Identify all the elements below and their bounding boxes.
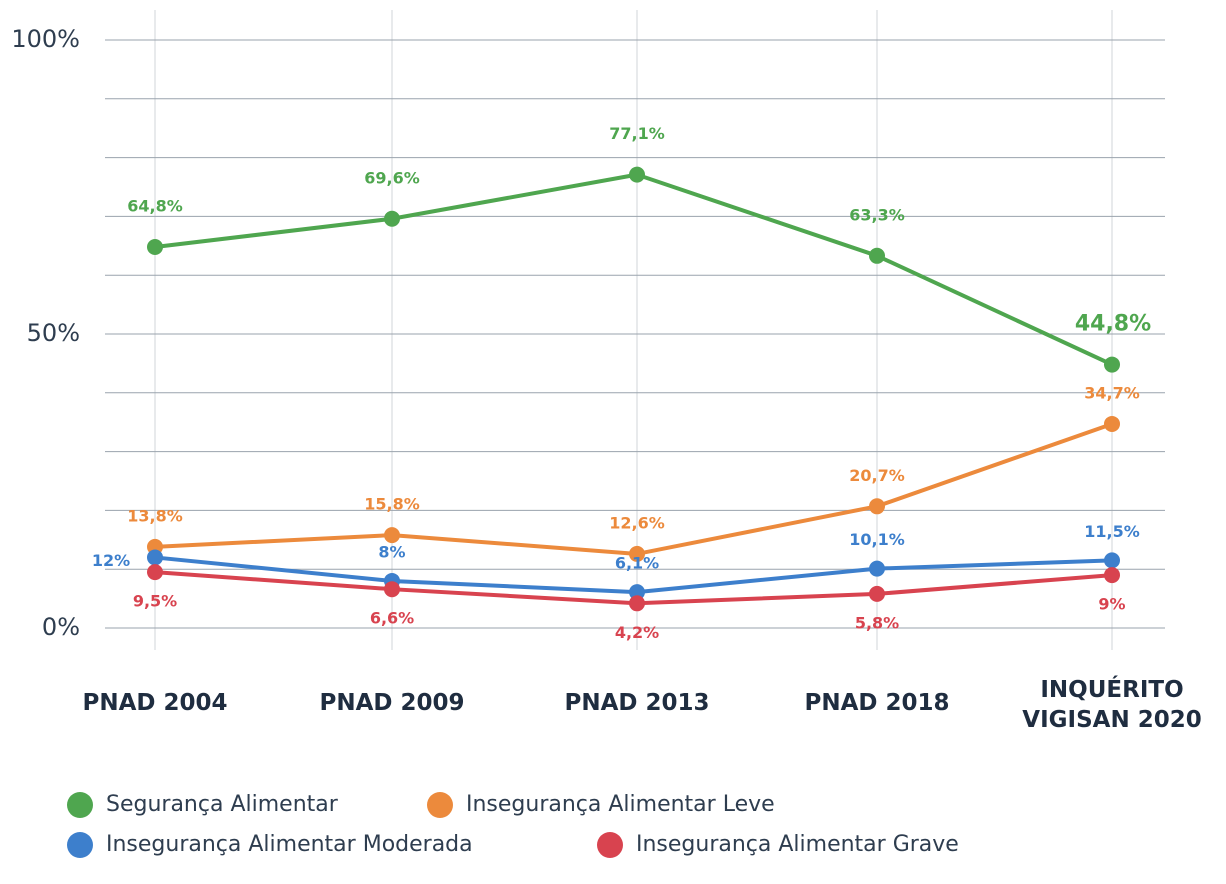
data-point bbox=[1104, 415, 1120, 432]
data-label: 9,5% bbox=[133, 592, 177, 611]
x-tick-label: PNAD 2009 bbox=[319, 690, 465, 716]
y-tick-label: 100% bbox=[11, 25, 80, 53]
data-label: 4,2% bbox=[615, 623, 659, 642]
data-point bbox=[1104, 552, 1120, 569]
data-point bbox=[147, 238, 163, 255]
legend-label: Insegurança Alimentar Moderada bbox=[106, 832, 473, 857]
data-point bbox=[629, 584, 645, 601]
data-label: 11,5% bbox=[1084, 522, 1140, 541]
data-point bbox=[869, 585, 885, 602]
data-label: 6,1% bbox=[615, 554, 659, 573]
data-point bbox=[384, 210, 400, 227]
x-tick-label: INQUÉRITO VIGISAN 2020 bbox=[1022, 677, 1202, 733]
data-point bbox=[384, 581, 400, 598]
legend-marker bbox=[67, 792, 93, 818]
data-point bbox=[629, 595, 645, 612]
data-label: 64,8% bbox=[127, 196, 183, 215]
data-label: 10,1% bbox=[849, 530, 905, 549]
data-label: 6,6% bbox=[370, 609, 414, 628]
data-point bbox=[869, 560, 885, 577]
legend-label: Segurança Alimentar bbox=[106, 792, 339, 817]
series-line bbox=[154, 422, 1113, 556]
data-label: 9% bbox=[1098, 595, 1125, 614]
data-label: 20,7% bbox=[849, 466, 905, 485]
data-point bbox=[147, 564, 163, 581]
data-label: 44,8% bbox=[1075, 312, 1151, 337]
data-label: 34,7% bbox=[1084, 383, 1140, 402]
legend-label: Insegurança Alimentar Grave bbox=[636, 832, 959, 857]
data-label: 8% bbox=[378, 542, 405, 561]
data-label: 63,3% bbox=[849, 205, 905, 224]
data-point bbox=[869, 498, 885, 515]
legend-marker bbox=[427, 792, 453, 818]
data-label: 13,8% bbox=[127, 506, 183, 525]
legend-marker bbox=[597, 832, 623, 858]
legend-marker bbox=[67, 832, 93, 858]
data-label: 77,1% bbox=[609, 124, 665, 143]
data-label: 12,6% bbox=[609, 513, 665, 532]
legend-label: Insegurança Alimentar Leve bbox=[466, 792, 775, 817]
data-label: 15,8% bbox=[364, 495, 420, 514]
data-label: 5,8% bbox=[855, 613, 899, 632]
data-point bbox=[629, 545, 645, 562]
y-tick-label: 50% bbox=[27, 319, 80, 347]
data-label: 12% bbox=[92, 551, 130, 570]
x-tick-label: PNAD 2004 bbox=[82, 690, 228, 716]
data-point bbox=[1104, 356, 1120, 373]
data-point bbox=[384, 527, 400, 544]
data-point bbox=[1104, 567, 1120, 584]
data-point bbox=[629, 166, 645, 183]
data-point bbox=[869, 247, 885, 264]
series-line bbox=[154, 172, 1113, 367]
x-tick-label: PNAD 2018 bbox=[804, 690, 950, 716]
data-label: 69,6% bbox=[364, 168, 420, 187]
data-point bbox=[147, 549, 163, 566]
y-tick-label: 0% bbox=[42, 613, 80, 641]
x-tick-label: PNAD 2013 bbox=[564, 690, 710, 716]
